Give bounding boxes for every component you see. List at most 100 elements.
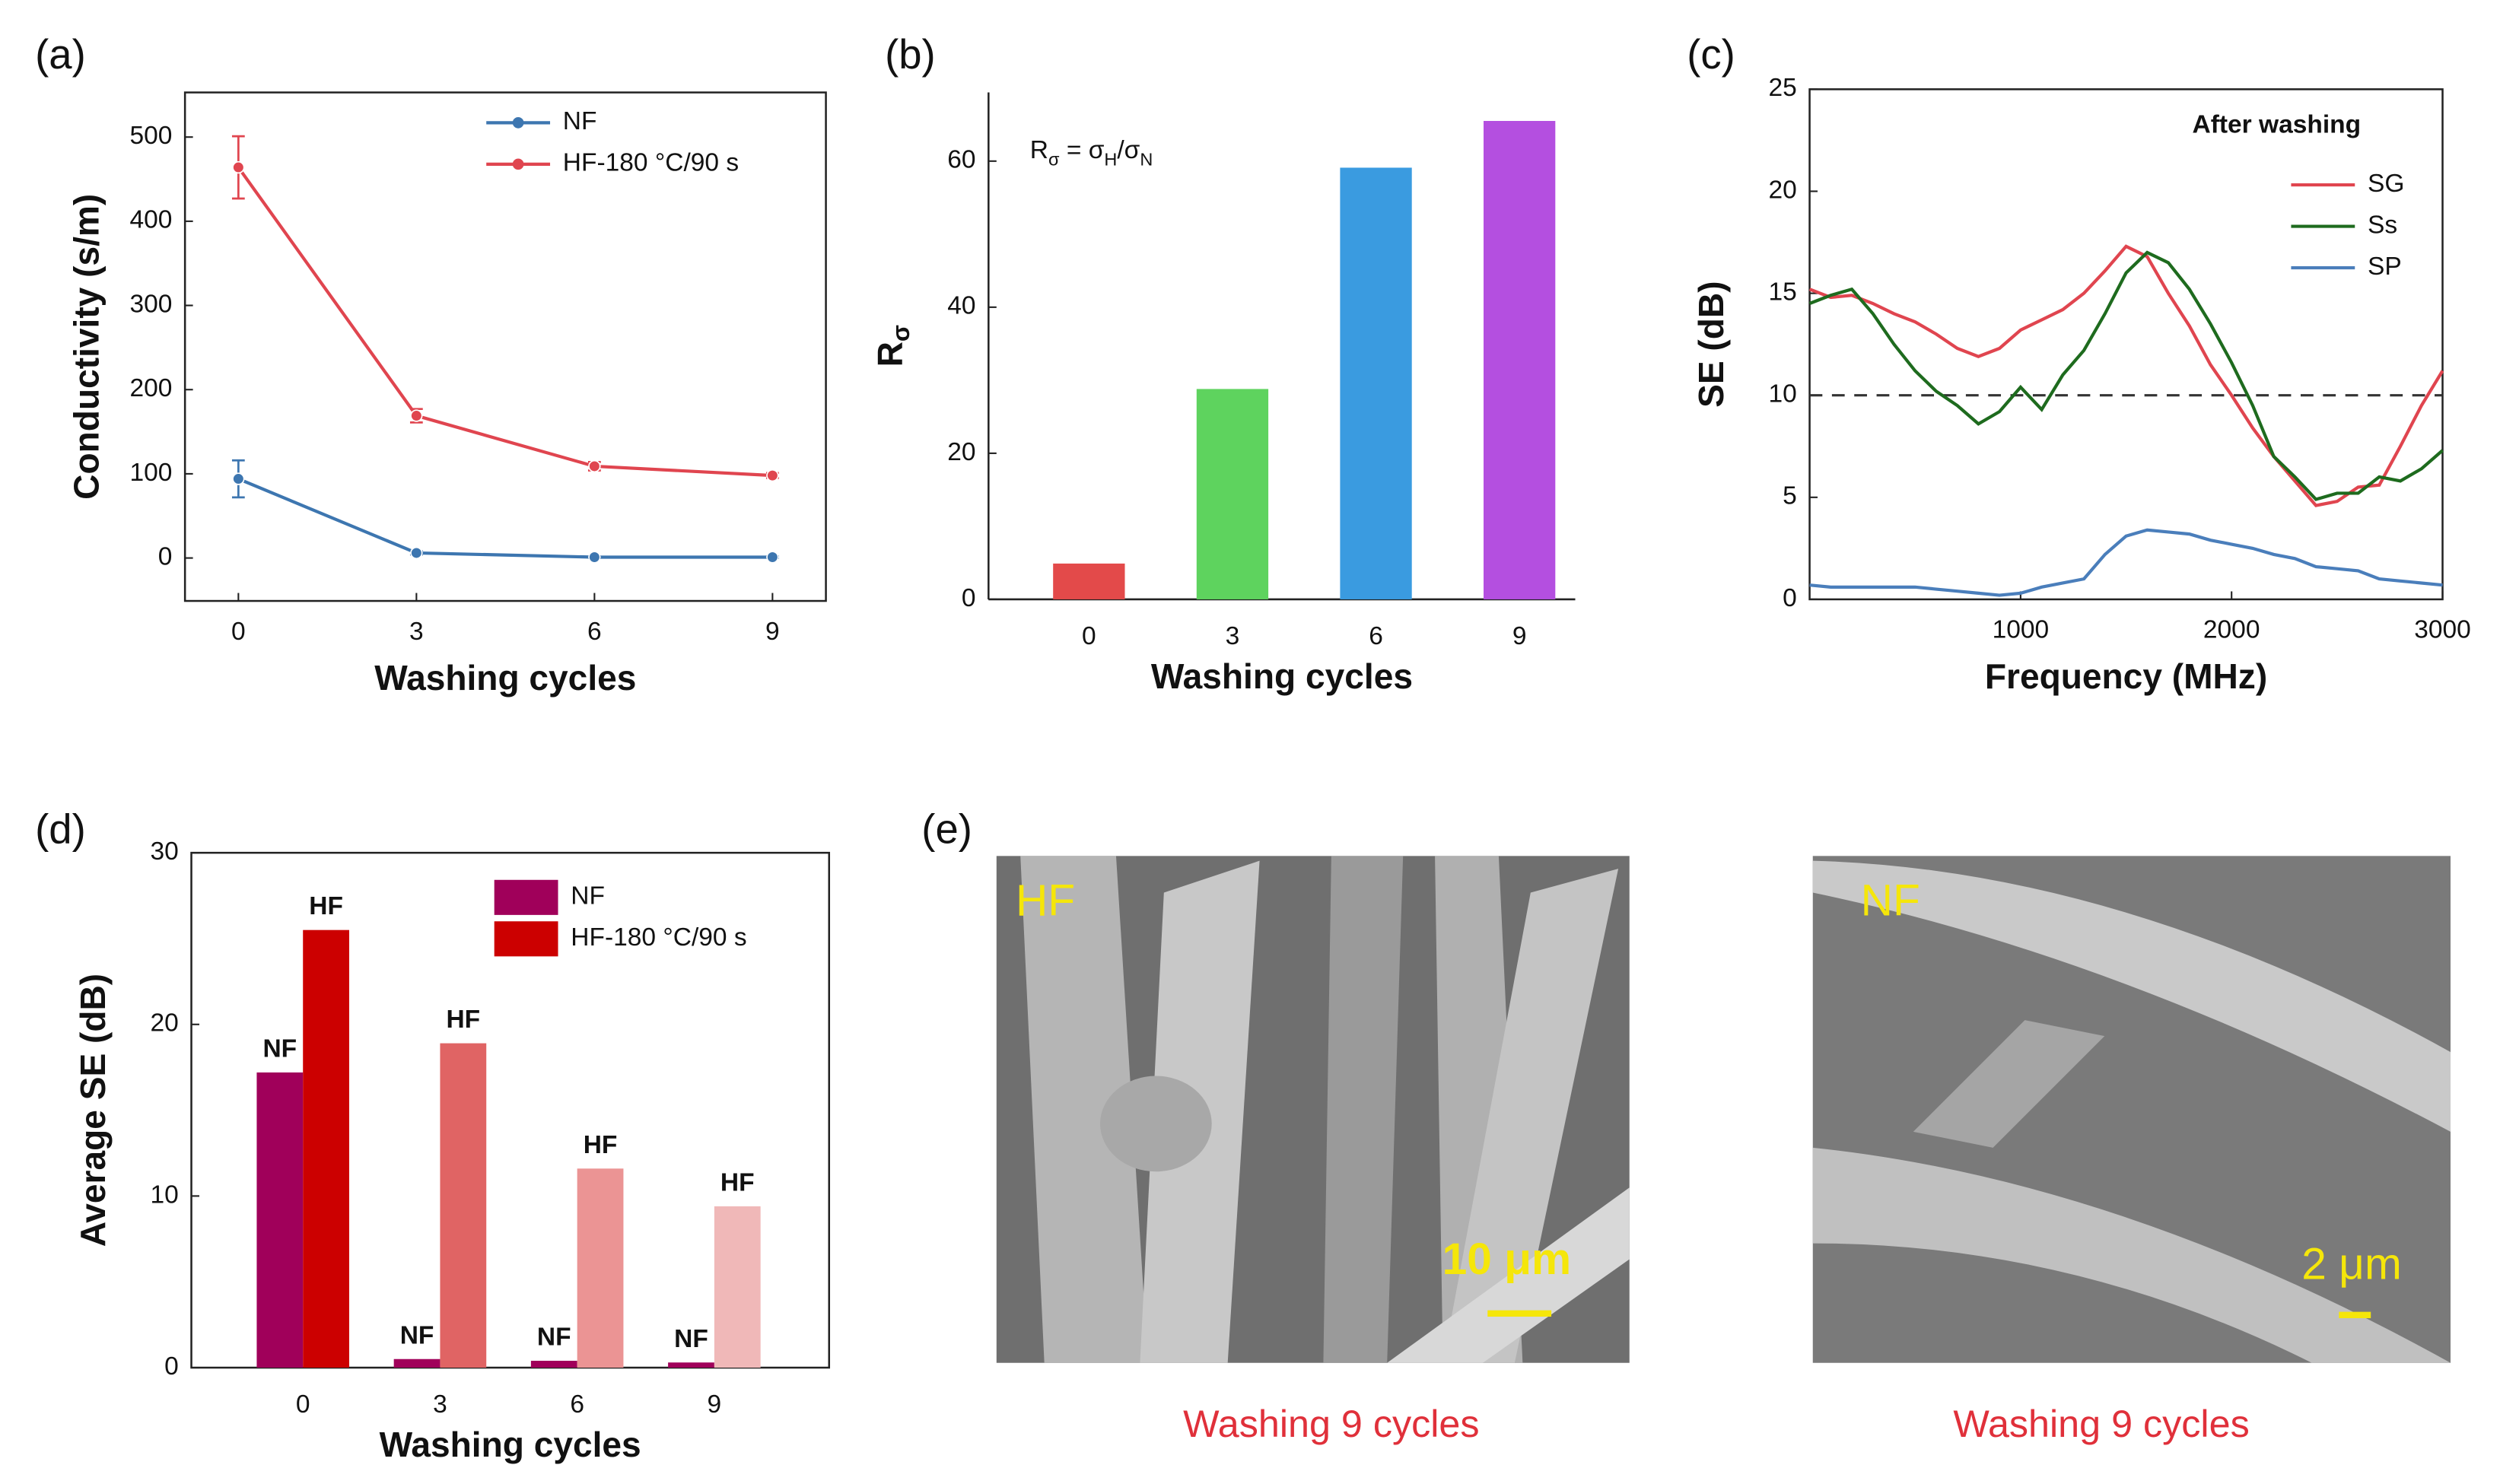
y-axis-label: Conductivity (s/m) — [67, 194, 107, 500]
y-tick-label: 5 — [1783, 482, 1797, 510]
x-axis-label: Washing cycles — [380, 1425, 641, 1464]
x-tick-label: 6 — [570, 1390, 584, 1419]
scale-bar-label: 2 μm — [2301, 1239, 2402, 1289]
y-axis-label-part: R — [870, 342, 910, 367]
marker — [232, 472, 245, 485]
panel-label: (b) — [885, 31, 936, 78]
marker — [766, 469, 779, 482]
bar — [714, 1206, 761, 1368]
annotation: Rσ = σH/σN — [1030, 136, 1153, 170]
scale-bar-label: 10 μm — [1442, 1235, 1572, 1284]
bar — [577, 1168, 624, 1368]
bar — [530, 1360, 577, 1368]
bar — [256, 1072, 304, 1368]
bar — [1484, 120, 1556, 599]
marker — [232, 160, 245, 174]
sem-image — [996, 856, 1630, 1363]
y-tick-label: 15 — [1769, 278, 1797, 306]
bar — [668, 1362, 714, 1368]
y-tick-label: 100 — [129, 459, 172, 487]
marker — [766, 551, 779, 564]
annotation-part: H — [1104, 150, 1117, 170]
bar-label: HF — [584, 1131, 618, 1159]
annotation-part: R — [1030, 136, 1048, 164]
x-tick-label: 3 — [409, 618, 424, 646]
legend-label: Ss — [2368, 211, 2397, 239]
y-axis-label-part: σ — [887, 325, 914, 342]
plot-frame — [1808, 88, 2444, 601]
panel-label: (a) — [35, 31, 86, 78]
legend-marker — [512, 158, 524, 170]
x-tick-label: 3 — [433, 1390, 447, 1419]
panel-label: (c) — [1687, 31, 1735, 78]
y-tick-label: 300 — [129, 290, 172, 318]
legend-label: HF-180 °C/90 s — [563, 149, 739, 177]
bar-label: NF — [400, 1321, 434, 1349]
y-axis-label: Rσ — [870, 325, 914, 367]
x-tick-label: 2000 — [2203, 616, 2260, 644]
y-tick-label: 0 — [158, 542, 173, 570]
bar-label: NF — [674, 1325, 708, 1353]
bar-label: NF — [262, 1034, 297, 1063]
y-tick-label: 20 — [1769, 176, 1797, 204]
x-tick-label: 1000 — [1993, 616, 2050, 644]
y-tick-label: 30 — [150, 837, 178, 866]
x-tick-label: 9 — [1512, 622, 1527, 650]
y-tick-label: 400 — [129, 206, 172, 234]
y-axis-label: SE (dB) — [1691, 281, 1731, 407]
sem-image — [1812, 856, 2451, 1363]
y-tick-label: 0 — [164, 1352, 179, 1381]
x-tick-label: 6 — [587, 618, 602, 646]
y-tick-label: 0 — [962, 584, 976, 612]
bar-label: HF — [309, 892, 343, 920]
bar — [1340, 167, 1412, 599]
legend-label: SG — [2368, 170, 2404, 198]
x-axis-label: Washing cycles — [1151, 656, 1413, 696]
marker — [410, 546, 423, 560]
bar — [303, 929, 349, 1368]
marker — [410, 409, 423, 422]
legend-swatch — [494, 921, 558, 957]
plot-frame — [183, 91, 827, 602]
legend-label: HF-180 °C/90 s — [571, 923, 746, 952]
series-line — [1808, 244, 2444, 507]
x-tick-label: 0 — [231, 618, 246, 646]
x-axis-label: Frequency (MHz) — [1985, 656, 2267, 696]
bar-label: HF — [446, 1006, 480, 1034]
y-tick-label: 10 — [150, 1181, 178, 1209]
y-tick-label: 25 — [1769, 74, 1797, 102]
series-line — [237, 166, 773, 478]
x-tick-label: 0 — [296, 1390, 310, 1419]
annotation-part: = σ — [1060, 136, 1105, 164]
x-tick-label: 3000 — [2414, 616, 2471, 644]
marker — [588, 459, 601, 473]
y-tick-label: 500 — [129, 122, 172, 150]
x-axis-label: Washing cycles — [374, 658, 636, 698]
bar-label: NF — [537, 1324, 571, 1352]
x-tick-label: 0 — [1082, 622, 1096, 650]
x-tick-label: 3 — [1226, 622, 1240, 650]
marker — [588, 551, 601, 564]
x-tick-label: 9 — [765, 618, 780, 646]
y-tick-label: 40 — [947, 292, 975, 320]
plot-frame — [190, 851, 831, 1369]
series-line — [237, 477, 773, 559]
panel-label: (d) — [35, 806, 86, 852]
y-tick-label: 200 — [129, 374, 172, 402]
legend-swatch — [494, 879, 558, 915]
bar — [393, 1358, 441, 1368]
annotation-part: σ — [1048, 150, 1060, 170]
image-label: HF — [1016, 876, 1075, 926]
caption: Washing 9 cycles — [1183, 1402, 1479, 1445]
legend-label: NF — [563, 107, 597, 135]
y-tick-label: 0 — [1783, 584, 1797, 612]
image-label: NF — [1861, 876, 1920, 926]
legend-label: NF — [571, 882, 605, 910]
x-tick-label: 9 — [708, 1390, 722, 1419]
x-tick-label: 6 — [1369, 622, 1383, 650]
series-line — [1809, 528, 2443, 597]
panel-label: (e) — [921, 806, 972, 852]
y-tick-label: 10 — [1769, 380, 1797, 408]
y-tick-label: 60 — [947, 146, 975, 174]
